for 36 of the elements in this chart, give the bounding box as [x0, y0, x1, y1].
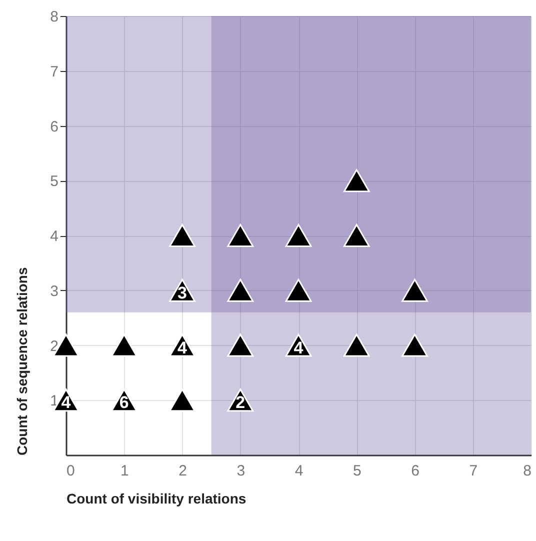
- x-tick-label: 7: [469, 462, 478, 480]
- y-tick-label: 7: [50, 63, 58, 80]
- point: [402, 278, 428, 302]
- x-tick-label: 6: [411, 462, 420, 480]
- point: [227, 278, 254, 302]
- point: [343, 334, 370, 357]
- y-tick-label: 3: [50, 282, 58, 300]
- y-axis-title: Count of sequence relations: [14, 267, 30, 456]
- point: [285, 224, 312, 248]
- annotation: 4: [294, 338, 304, 358]
- x-tick-label: 1: [120, 462, 129, 480]
- x-tick-label: 2: [178, 462, 187, 480]
- point: [52, 334, 80, 357]
- point: [343, 169, 370, 192]
- y-tick-label: 2: [50, 338, 58, 355]
- point: [285, 278, 312, 302]
- y-tick-label: 4: [50, 228, 58, 245]
- x-tick-label: 4: [294, 462, 304, 480]
- annotation: 4: [178, 338, 188, 358]
- point: [402, 334, 428, 357]
- point: [169, 388, 196, 412]
- x-tick-label: 0: [66, 462, 75, 480]
- x-tick-label: 5: [352, 462, 362, 480]
- point: [227, 334, 254, 357]
- annotation: 2: [236, 393, 246, 412]
- point: [227, 224, 254, 248]
- x-axis-title: Count of visibility relations: [66, 490, 246, 506]
- annotation: 6: [119, 393, 129, 412]
- x-tick-label: 3: [236, 462, 246, 480]
- x-tick-label: 8: [523, 462, 532, 480]
- point: [343, 224, 370, 248]
- annotation: 3: [178, 283, 187, 302]
- y-tick-label: 5: [50, 173, 58, 190]
- y-tick-label: 6: [50, 118, 58, 136]
- y-tick-label: 8: [50, 8, 58, 26]
- point: [169, 224, 196, 248]
